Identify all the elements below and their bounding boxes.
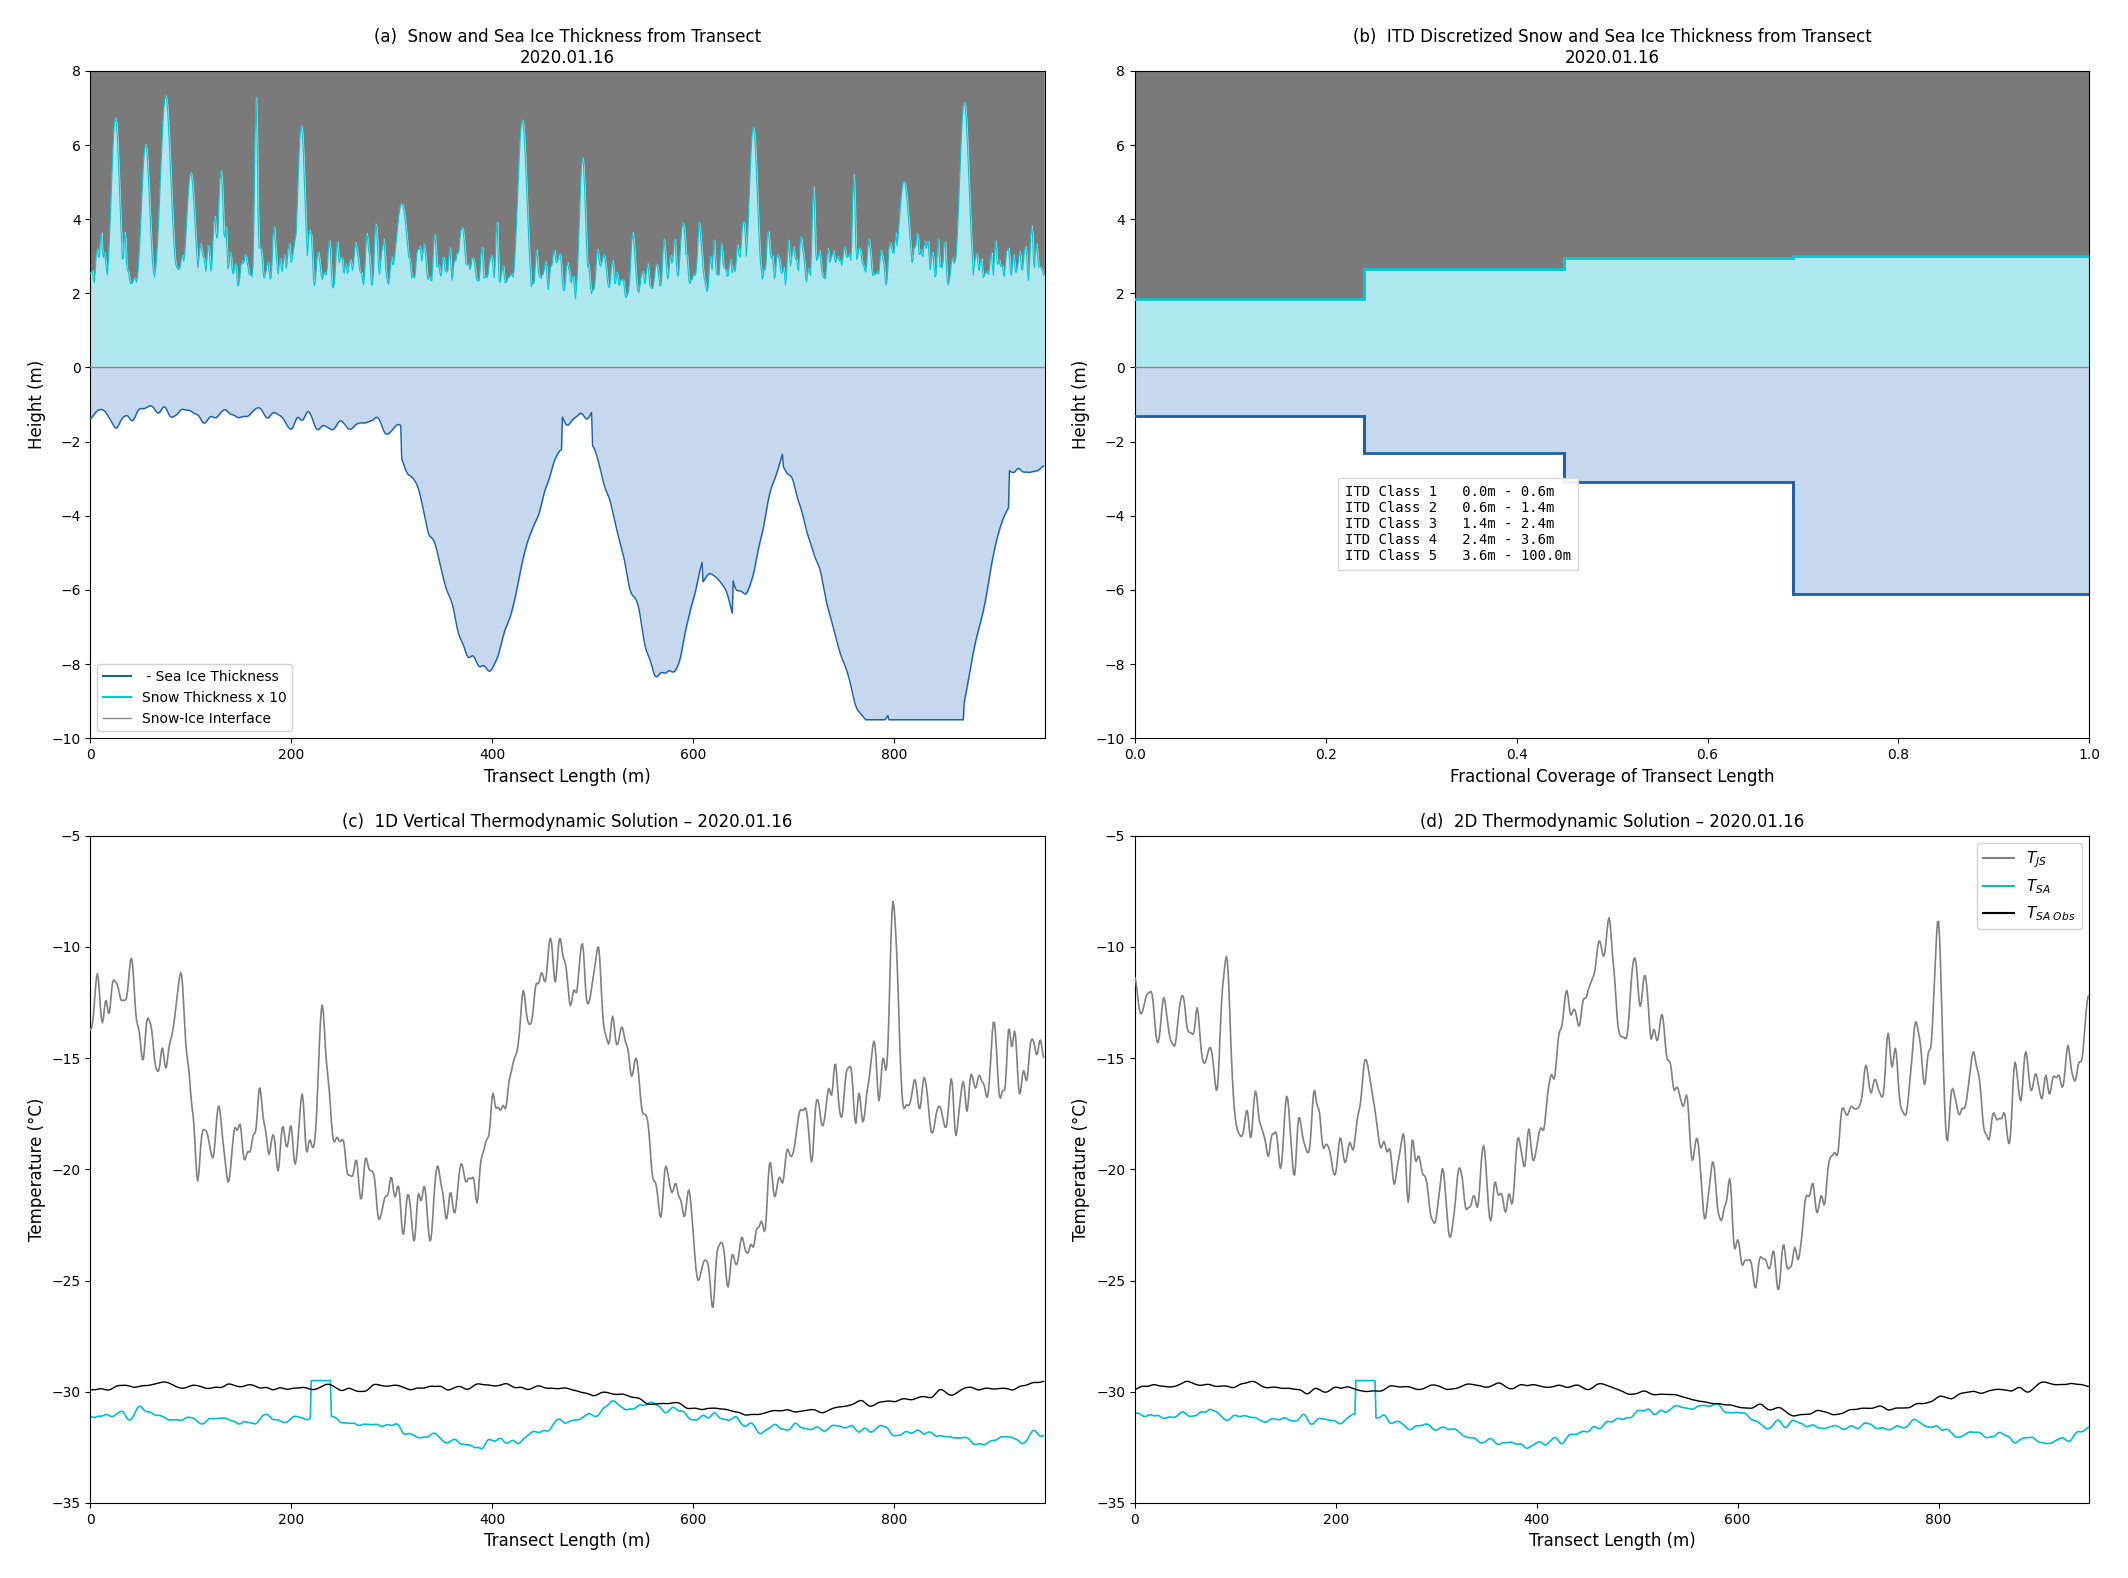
Title: (a)  Snow and Sea Ice Thickness from Transect
2020.01.16: (a) Snow and Sea Ice Thickness from Tran… (375, 28, 762, 66)
$T_{SA}$ (1513, 1439, 1539, 1458)
Y-axis label: Temperature (°C): Temperature (°C) (28, 1098, 47, 1240)
$T_{SA\,Obs}$ (2075, 1378, 2100, 1397)
X-axis label: Transect Length (m): Transect Length (m) (483, 767, 651, 786)
Title: (b)  ITD Discretized Snow and Sea Ice Thickness from Transect
2020.01.16: (b) ITD Discretized Snow and Sea Ice Thi… (1353, 28, 1871, 66)
$T_{JS}$ (1324, 1155, 1349, 1174)
Line: $T_{SA\,Obs}$: $T_{SA\,Obs}$ (1134, 1381, 2088, 1415)
X-axis label: Transect Length (m): Transect Length (m) (1528, 1532, 1696, 1550)
X-axis label: Fractional Coverage of Transect Length: Fractional Coverage of Transect Length (1449, 767, 1775, 786)
$T_{SA\,Obs}$ (1934, 1389, 1960, 1408)
$T_{SA}$ (2075, 1419, 2100, 1438)
Y-axis label: Height (m): Height (m) (1073, 360, 1090, 450)
$T_{SA\,Obs}$ (1343, 1379, 1368, 1398)
X-axis label: Transect Length (m): Transect Length (m) (483, 1532, 651, 1550)
$T_{JS}$ (2075, 986, 2100, 1005)
Title: (d)  2D Thermodynamic Solution – 2020.01.16: (d) 2D Thermodynamic Solution – 2020.01.… (1419, 813, 1805, 832)
$T_{SA}$ (1941, 1425, 1966, 1444)
$T_{SA\,Obs}$ (1326, 1378, 1351, 1397)
$T_{SA}$ (1121, 1404, 1147, 1423)
Legend: $T_{JS}$, $T_{SA}$, $T_{SA\ Obs}$: $T_{JS}$, $T_{SA}$, $T_{SA\ Obs}$ (1977, 843, 2081, 929)
$T_{SA}$ (1341, 1404, 1366, 1423)
$T_{SA}$ (1934, 1420, 1960, 1439)
$T_{SA\,Obs}$ (1839, 1400, 1864, 1419)
$T_{SA}$ (1839, 1417, 1864, 1436)
$T_{SA}$ (1545, 1430, 1570, 1449)
$T_{JS}$ (1934, 1130, 1960, 1149)
Y-axis label: Height (m): Height (m) (28, 360, 47, 450)
$T_{JS}$ (1596, 909, 1622, 928)
$T_{JS}$ (1764, 1280, 1790, 1299)
Text: ITD Class 1   0.0m - 0.6m
ITD Class 2   0.6m - 1.4m
ITD Class 3   1.4m - 2.4m
IT: ITD Class 1 0.0m - 0.6m ITD Class 2 0.6m… (1345, 484, 1570, 563)
$T_{SA}$ (1324, 1412, 1349, 1431)
$T_{SA\,Obs}$ (1781, 1406, 1807, 1425)
Legend:  - Sea Ice Thickness, Snow Thickness x 10, Snow-Ice Interface: - Sea Ice Thickness, Snow Thickness x 10… (98, 664, 292, 731)
Y-axis label: Temperature (°C): Temperature (°C) (1073, 1098, 1090, 1240)
$T_{SA}$ (1343, 1371, 1368, 1390)
$T_{SA\,Obs}$ (1941, 1389, 1966, 1408)
$T_{SA\,Obs}$ (1121, 1381, 1147, 1400)
$T_{JS}$ (1839, 1097, 1864, 1116)
Line: $T_{SA}$: $T_{SA}$ (1134, 1381, 2088, 1449)
$T_{SA\,Obs}$ (1545, 1376, 1570, 1395)
Line: $T_{JS}$: $T_{JS}$ (1134, 918, 2088, 1289)
$T_{JS}$ (1121, 969, 1147, 988)
$T_{SA\,Obs}$ (1175, 1371, 1200, 1390)
$T_{JS}$ (1543, 1057, 1568, 1076)
$T_{JS}$ (1341, 1138, 1366, 1157)
$T_{JS}$ (1941, 1079, 1966, 1098)
Title: (c)  1D Vertical Thermodynamic Solution – 2020.01.16: (c) 1D Vertical Thermodynamic Solution –… (343, 813, 792, 832)
